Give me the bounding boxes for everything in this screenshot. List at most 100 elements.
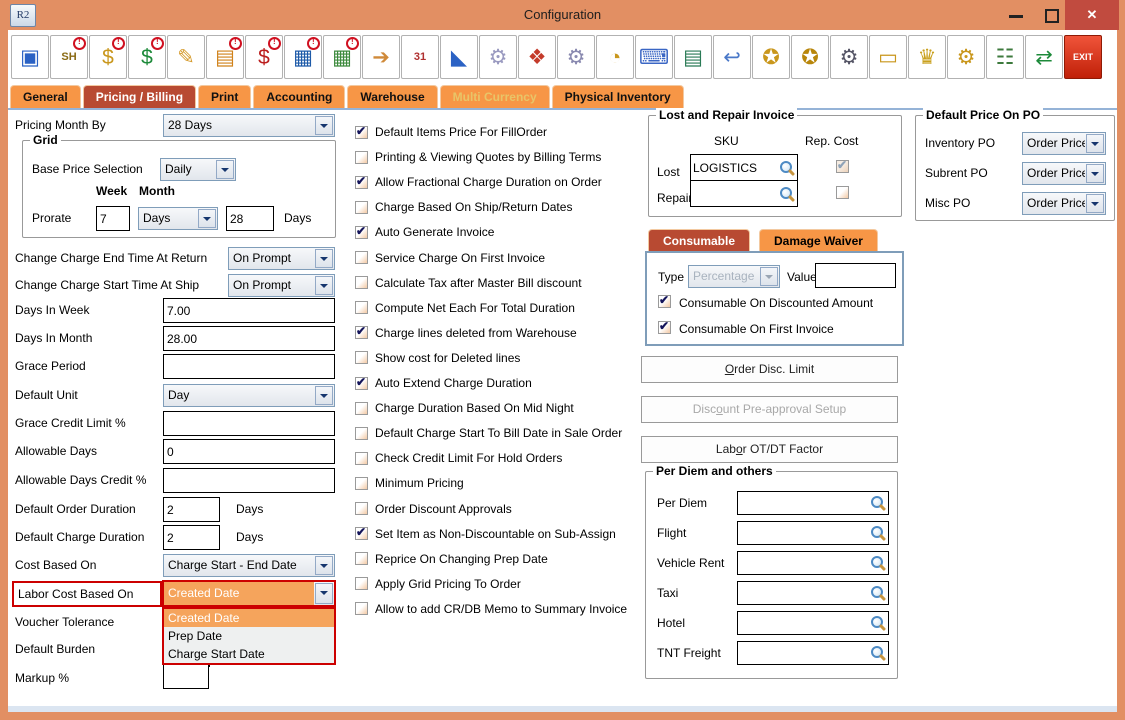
tab-consumable[interactable]: Consumable (648, 229, 751, 251)
default-unit-select[interactable]: Day (163, 384, 335, 407)
toolbar-shield-user-button[interactable]: ✪ (791, 35, 829, 79)
tnt-freight-field[interactable] (737, 641, 889, 665)
grace-credit-input[interactable] (163, 411, 335, 436)
checkbox[interactable] (355, 351, 368, 365)
chevron-down-icon[interactable] (1086, 134, 1104, 153)
toolbar-doc-return-button[interactable]: ↩ (713, 35, 751, 79)
toolbar-login-lock-button[interactable]: ➔ (362, 35, 400, 79)
tab-warehouse[interactable]: Warehouse (347, 85, 438, 108)
checkbox[interactable] (355, 224, 368, 239)
chevron-down-icon[interactable] (1086, 164, 1104, 183)
toolbar-folder-clock-button[interactable]: ◔ (596, 35, 634, 79)
toolbar-award-statue-button[interactable]: ♛ (908, 35, 946, 79)
misc-po-select[interactable]: Order Price (1022, 192, 1106, 215)
grace-period-input[interactable] (163, 354, 335, 379)
labor-cost-based-on-select[interactable]: Created Date (162, 580, 336, 607)
checkbox[interactable] (355, 301, 368, 315)
chevron-down-icon[interactable] (315, 583, 333, 604)
chevron-down-icon[interactable] (315, 249, 333, 268)
toolbar-ruler-button[interactable]: ◣ (440, 35, 478, 79)
search-icon[interactable] (779, 160, 795, 176)
tnt-freight-input[interactable] (738, 646, 870, 660)
repair-rep-cost-checkbox[interactable] (836, 186, 849, 199)
flight-field[interactable] (737, 521, 889, 545)
days-in-week-input[interactable] (163, 298, 335, 323)
checkbox[interactable] (355, 502, 368, 515)
prorate-week-input[interactable] (96, 206, 130, 231)
labor-ot-dt-factor-button[interactable]: Labor OT/DT Factor (641, 436, 898, 463)
chevron-down-icon[interactable] (216, 160, 234, 179)
order-disc-limit-button[interactable]: Order Disc. Limit (641, 356, 898, 383)
allowable-days-credit-input[interactable] (163, 468, 335, 493)
checkbox[interactable] (355, 174, 368, 189)
per-diem-field[interactable] (737, 491, 889, 515)
toolbar-exit-button[interactable]: EXIT (1064, 35, 1102, 79)
toolbar-import-export-button[interactable]: ⇄ (1025, 35, 1063, 79)
base-price-selection-select[interactable]: Daily (160, 158, 236, 181)
consumable-value-input[interactable] (815, 263, 896, 288)
tab-accounting[interactable]: Accounting (253, 85, 346, 108)
toolbar-system-gears-button[interactable]: ⚙ (479, 35, 517, 79)
chevron-down-icon[interactable] (315, 116, 333, 135)
checkbox[interactable] (355, 375, 368, 390)
hotel-field[interactable] (737, 611, 889, 635)
change-start-select[interactable]: On Prompt (228, 274, 335, 297)
default-order-duration-input[interactable] (163, 497, 220, 522)
checkbox[interactable] (355, 124, 368, 139)
tab-damage-waiver[interactable]: Damage Waiver (759, 229, 878, 251)
tab-print[interactable]: Print (198, 85, 252, 108)
toolbar-scanner-gear-button[interactable]: ⚙ (830, 35, 868, 79)
minimize-icon[interactable] (1009, 15, 1023, 18)
default-charge-duration-input[interactable] (163, 525, 220, 550)
search-icon[interactable] (870, 585, 886, 601)
toolbar-calendar-button[interactable]: 31 (401, 35, 439, 79)
chevron-down-icon[interactable] (315, 276, 333, 295)
checkbox[interactable] (355, 251, 368, 264)
days-in-month-input[interactable] (163, 326, 335, 351)
search-icon[interactable] (870, 615, 886, 631)
consumable-first-invoice-checkbox[interactable] (658, 319, 671, 334)
checkbox[interactable] (355, 525, 368, 541)
toolbar-spreadsheet-button[interactable]: ▦ (323, 35, 361, 79)
checkbox[interactable] (355, 577, 368, 591)
chevron-down-icon[interactable] (198, 209, 216, 228)
checkbox[interactable] (355, 324, 368, 340)
search-icon[interactable] (779, 186, 795, 202)
consumable-discounted-checkbox[interactable] (658, 293, 671, 308)
toolbar-invoice-button[interactable]: $ (128, 35, 166, 79)
lost-sku-input[interactable] (691, 160, 779, 175)
tab-general[interactable]: General (10, 85, 81, 108)
dropdown-option-prep-date[interactable]: Prep Date (168, 629, 223, 643)
toolbar-ship-order-button[interactable]: SH (50, 35, 88, 79)
checkbox[interactable] (355, 476, 368, 490)
toolbar-color-cubes-button[interactable]: ❖ (518, 35, 556, 79)
search-icon[interactable] (870, 525, 886, 541)
hotel-input[interactable] (738, 616, 870, 630)
checkbox[interactable] (355, 276, 368, 290)
toolbar-edit-order-button[interactable]: ✎ (167, 35, 205, 79)
per-diem-input[interactable] (738, 496, 870, 510)
maximize-icon[interactable] (1045, 9, 1059, 23)
checkbox[interactable] (355, 200, 368, 214)
dropdown-option-charge-start-date[interactable]: Charge Start Date (168, 647, 265, 661)
checkbox[interactable] (355, 451, 368, 465)
chevron-down-icon[interactable] (1086, 194, 1104, 213)
toolbar-calc-gear-button[interactable]: ☷ (986, 35, 1024, 79)
search-icon[interactable] (870, 495, 886, 511)
toolbar-doc-cube-button[interactable]: ▤ (674, 35, 712, 79)
toolbar-shield-search-button[interactable]: ✪ (752, 35, 790, 79)
prorate-month-input[interactable] (226, 206, 274, 231)
dropdown-option-created-date[interactable]: Created Date (164, 609, 334, 627)
toolbar-folder-doc-button[interactable]: ▭ (869, 35, 907, 79)
toolbar-order-form-button[interactable]: ▤ (206, 35, 244, 79)
checkbox[interactable] (355, 150, 368, 164)
repair-sku-input[interactable] (691, 186, 779, 201)
close-icon[interactable] (1065, 0, 1119, 30)
taxi-field[interactable] (737, 581, 889, 605)
inventory-po-select[interactable]: Order Price (1022, 132, 1106, 155)
toolbar-tag-gear-button[interactable]: ⚙ (557, 35, 595, 79)
checkbox[interactable] (355, 552, 368, 566)
subrent-po-select[interactable]: Order Price (1022, 162, 1106, 185)
markup-pct-input[interactable] (163, 664, 209, 689)
change-end-select[interactable]: On Prompt (228, 247, 335, 270)
